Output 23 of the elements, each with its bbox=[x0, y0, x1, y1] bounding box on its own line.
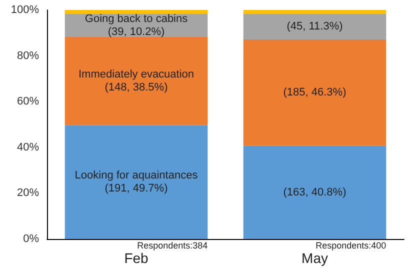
x-tick-label: May bbox=[302, 250, 328, 266]
bar bbox=[64, 10, 208, 14]
x-tick-label: Feb bbox=[124, 250, 149, 266]
y-tick-label: 80% bbox=[16, 50, 40, 62]
data-label: (185, 46.3%) bbox=[283, 86, 346, 99]
data-label: Looking for aquaintances (191, 49.7%) bbox=[74, 170, 198, 195]
bar bbox=[64, 125, 208, 239]
data-label: Going back to cabins (39, 10.2%) bbox=[84, 12, 188, 38]
y-tick-label: 0% bbox=[23, 233, 40, 245]
bar bbox=[64, 37, 208, 126]
y-tick-label: 60% bbox=[16, 96, 40, 108]
annotation: Respondents:384 bbox=[137, 240, 208, 250]
data-label: (45, 11.3%) bbox=[286, 20, 343, 33]
bar bbox=[243, 40, 386, 146]
y-tick-label: 100% bbox=[10, 4, 40, 16]
data-label: (163, 40.8%) bbox=[283, 186, 346, 198]
bar bbox=[243, 10, 386, 14]
annotation: Respondents:400 bbox=[316, 240, 386, 250]
data-label: Immediately evacuation (148, 38.5%) bbox=[78, 68, 194, 94]
y-tick-label: 20% bbox=[16, 187, 40, 200]
bar bbox=[243, 146, 386, 239]
bar bbox=[243, 14, 386, 40]
y-tick-label: 40% bbox=[16, 141, 40, 154]
